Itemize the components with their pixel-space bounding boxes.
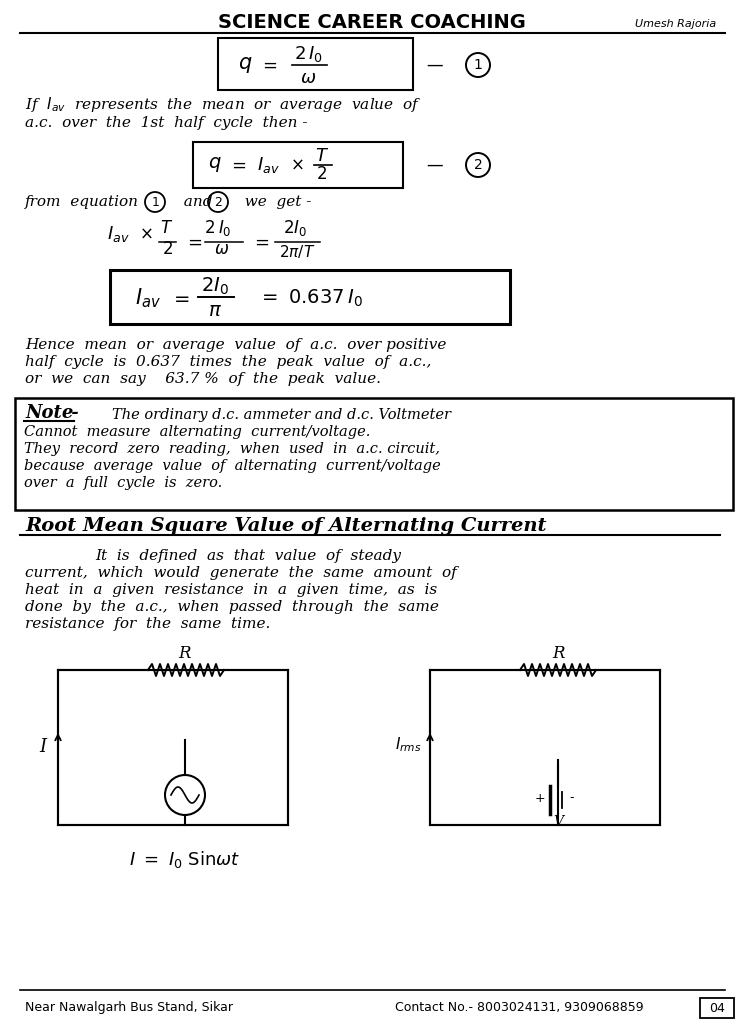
Text: If  $I_{av}$  represents  the  mean  or  average  value  of: If $I_{av}$ represents the mean or avera… <box>25 95 422 115</box>
Text: —: — <box>427 56 443 74</box>
Text: $=\ 0.637\,I_0$: $=\ 0.637\,I_0$ <box>258 288 362 308</box>
Text: -: - <box>570 792 574 805</box>
Text: $=$: $=$ <box>184 233 203 251</box>
Bar <box>218 38 413 90</box>
Text: $1$: $1$ <box>473 58 483 72</box>
Text: $\times$: $\times$ <box>290 156 304 174</box>
Text: $q$: $q$ <box>208 156 222 174</box>
Text: $I_{rms}$: $I_{rms}$ <box>396 735 422 755</box>
Text: $=$: $=$ <box>228 156 247 174</box>
Text: we  get -: we get - <box>235 195 311 209</box>
Text: $q$: $q$ <box>238 55 253 75</box>
Text: $2\pi/T$: $2\pi/T$ <box>279 243 315 259</box>
Text: $2$: $2$ <box>162 240 173 258</box>
Text: over  a  full  cycle  is  zero.: over a full cycle is zero. <box>24 476 222 490</box>
Bar <box>430 670 660 825</box>
Bar <box>193 142 403 188</box>
Text: half  cycle  is  0.637  times  the  peak  value  of  a.c.,: half cycle is 0.637 times the peak value… <box>25 355 431 369</box>
Text: Root Mean Square Value of Alternating Current: Root Mean Square Value of Alternating Cu… <box>25 517 547 535</box>
Text: They  record  zero  reading,  when  used  in  a.c. circuit,: They record zero reading, when used in a… <box>24 442 440 456</box>
Text: $=$: $=$ <box>170 289 190 307</box>
Text: $=$: $=$ <box>259 56 277 74</box>
Text: Umesh Rajoria: Umesh Rajoria <box>635 19 716 29</box>
Text: $2$: $2$ <box>473 158 483 172</box>
Text: —: — <box>427 156 443 174</box>
Text: $2\,I_0$: $2\,I_0$ <box>294 44 323 63</box>
Text: from  equation: from equation <box>25 195 144 209</box>
Text: $=$: $=$ <box>250 233 269 251</box>
Text: $\pi$: $\pi$ <box>208 300 222 319</box>
Text: Hence  mean  or  average  value  of  a.c.  over positive: Hence mean or average value of a.c. over… <box>25 338 446 352</box>
Text: +: + <box>535 792 545 805</box>
Bar <box>58 670 288 825</box>
Text: and: and <box>174 195 222 209</box>
Text: R: R <box>552 645 564 663</box>
Text: $I_{av}$: $I_{av}$ <box>257 155 279 175</box>
Text: R: R <box>179 645 191 663</box>
Text: $I_{av}$: $I_{av}$ <box>107 224 130 244</box>
Text: SCIENCE CAREER COACHING: SCIENCE CAREER COACHING <box>218 12 526 32</box>
Text: $I_0$: $I_0$ <box>218 218 232 238</box>
Text: $\omega$: $\omega$ <box>215 240 229 258</box>
Text: The ordinary d.c. ammeter and d.c. Voltmeter: The ordinary d.c. ammeter and d.c. Voltm… <box>112 408 451 422</box>
Text: $2I_0$: $2I_0$ <box>201 275 229 297</box>
Text: because  average  value  of  alternating  current/voltage: because average value of alternating cur… <box>24 459 441 473</box>
Text: $\omega$: $\omega$ <box>299 69 316 87</box>
Text: $2$: $2$ <box>214 196 222 209</box>
Text: Contact No.- 8003024131, 9309068859: Contact No.- 8003024131, 9309068859 <box>395 1000 644 1014</box>
Text: $T$: $T$ <box>315 147 329 165</box>
Text: $\times$: $\times$ <box>139 225 153 243</box>
Bar <box>110 270 510 324</box>
Text: -: - <box>65 404 79 422</box>
Bar <box>15 398 733 510</box>
Text: $2$: $2$ <box>317 165 328 183</box>
Text: $1$: $1$ <box>150 196 159 209</box>
Text: a.c.  over  the  1st  half  cycle  then -: a.c. over the 1st half cycle then - <box>25 116 308 130</box>
Text: resistance  for  the  same  time.: resistance for the same time. <box>25 617 270 631</box>
Text: $I_{av}$: $I_{av}$ <box>135 286 161 310</box>
Text: $2$: $2$ <box>204 219 215 237</box>
Text: heat  in  a  given  resistance  in  a  given  time,  as  is: heat in a given resistance in a given ti… <box>25 583 437 597</box>
Text: done  by  the  a.c.,  when  passed  through  the  same: done by the a.c., when passed through th… <box>25 600 439 614</box>
Text: $T$: $T$ <box>160 219 174 237</box>
Bar <box>700 998 734 1018</box>
Text: V: V <box>553 815 563 829</box>
Text: 04: 04 <box>709 1001 725 1015</box>
Text: or  we  can  say    63.7 %  of  the  peak  value.: or we can say 63.7 % of the peak value. <box>25 372 381 386</box>
Text: current,  which  would  generate  the  same  amount  of: current, which would generate the same a… <box>25 566 457 580</box>
Text: $2I_0$: $2I_0$ <box>283 218 307 238</box>
Text: I: I <box>39 738 46 756</box>
Text: $I\ =\ I_0\ \mathrm{Sin}\omega t$: $I\ =\ I_0\ \mathrm{Sin}\omega t$ <box>130 850 241 870</box>
Text: Note: Note <box>25 404 73 422</box>
Text: Cannot  measure  alternating  current/voltage.: Cannot measure alternating current/volta… <box>24 425 370 439</box>
Text: Near Nawalgarh Bus Stand, Sikar: Near Nawalgarh Bus Stand, Sikar <box>25 1000 233 1014</box>
Text: It  is  defined  as  that  value  of  steady: It is defined as that value of steady <box>95 549 401 563</box>
